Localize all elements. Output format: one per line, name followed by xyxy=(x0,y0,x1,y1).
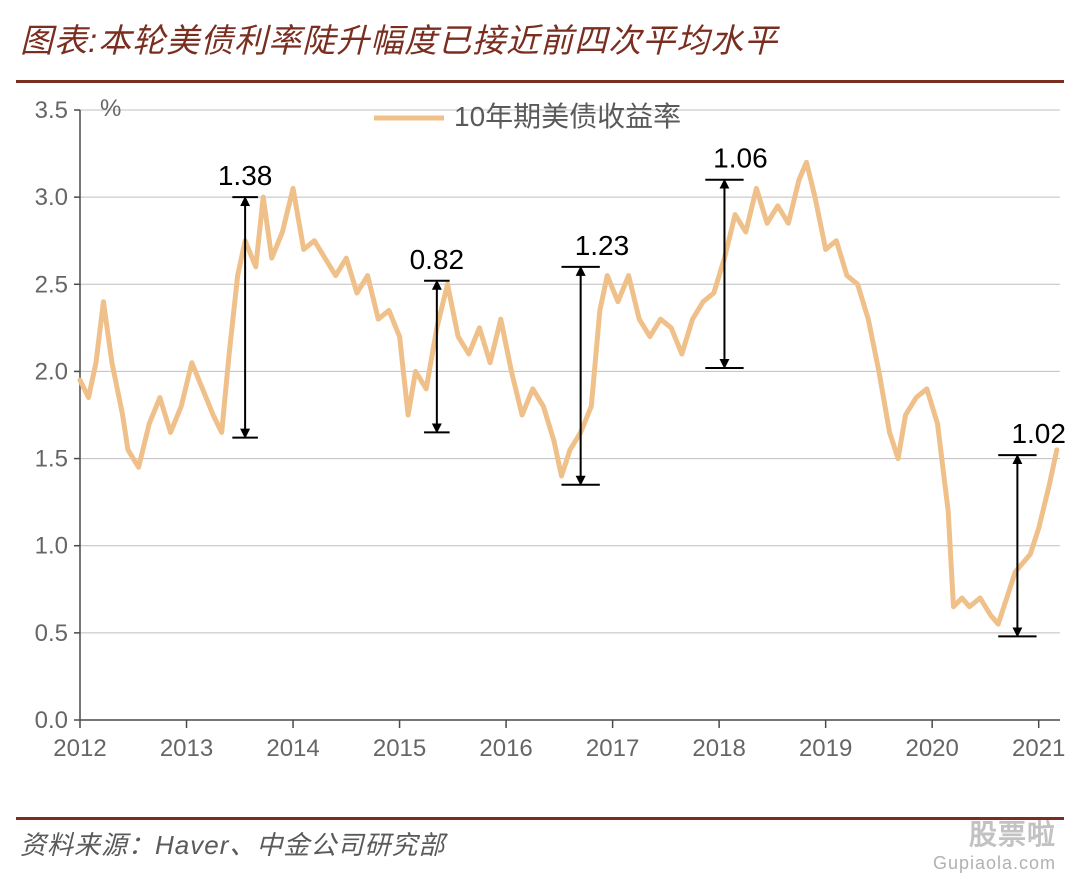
chart-title: 图表:本轮美债利率陡升幅度已接近前四次平均水平 xyxy=(20,14,1060,62)
svg-text:2.0: 2.0 xyxy=(35,358,68,385)
chart-title-block: 图表:本轮美债利率陡升幅度已接近前四次平均水平 xyxy=(0,0,1080,72)
watermark-line2: Gupiaola.com xyxy=(933,853,1056,874)
svg-text:2012: 2012 xyxy=(53,735,106,762)
svg-text:0.5: 0.5 xyxy=(35,620,68,647)
svg-text:0.82: 0.82 xyxy=(410,244,465,275)
watermark-line1: 股票啦 xyxy=(933,813,1056,853)
svg-text:0.0: 0.0 xyxy=(35,707,68,734)
svg-text:10年期美债收益率: 10年期美债收益率 xyxy=(454,101,681,132)
svg-text:2021: 2021 xyxy=(1012,735,1065,762)
svg-text:2.5: 2.5 xyxy=(35,271,68,298)
svg-text:1.02: 1.02 xyxy=(1011,418,1066,449)
svg-text:2013: 2013 xyxy=(160,735,213,762)
svg-text:2014: 2014 xyxy=(266,735,319,762)
svg-text:1.0: 1.0 xyxy=(35,533,68,560)
svg-text:2019: 2019 xyxy=(799,735,852,762)
svg-text:1.5: 1.5 xyxy=(35,446,68,473)
svg-text:2015: 2015 xyxy=(373,735,426,762)
svg-text:1.38: 1.38 xyxy=(218,160,273,191)
line-chart: 0.0 0.5 1.0 1.5 2.0 2.5 3.0 3.5% 2012 2013 2014 201… xyxy=(0,80,1080,780)
svg-text:2020: 2020 xyxy=(905,735,958,762)
svg-text:2018: 2018 xyxy=(692,735,745,762)
source-text: 资料来源：Haver、中金公司研究部 xyxy=(20,825,445,862)
watermark: 股票啦 Gupiaola.com xyxy=(933,813,1056,874)
svg-text:2017: 2017 xyxy=(586,735,639,762)
svg-text:1.23: 1.23 xyxy=(575,230,630,261)
svg-text:1.06: 1.06 xyxy=(713,143,768,174)
svg-text:2016: 2016 xyxy=(479,735,532,762)
svg-text:3.5: 3.5 xyxy=(35,97,68,124)
footer-rule xyxy=(16,817,1064,820)
svg-text:3.0: 3.0 xyxy=(35,184,68,211)
svg-text:%: % xyxy=(100,95,121,122)
